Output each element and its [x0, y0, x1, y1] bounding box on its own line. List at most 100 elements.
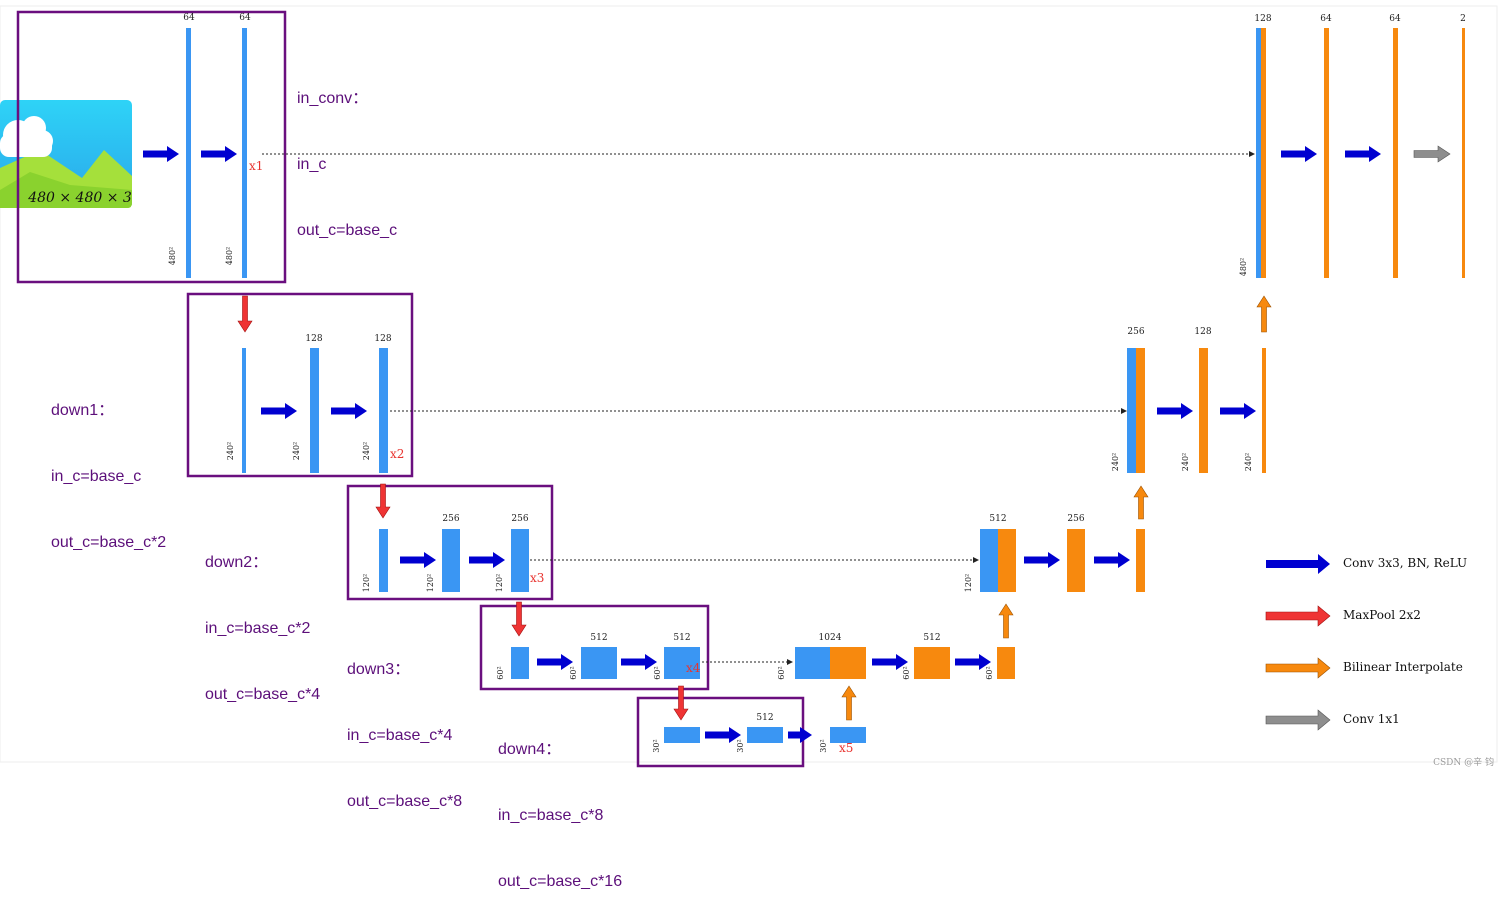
- size-label: 120²: [426, 574, 435, 592]
- input-size-caption: 480 × 480 × 3: [27, 190, 132, 206]
- conv-arrow-icon: [261, 403, 297, 419]
- legend: Conv 3x3, BN, ReLU MaxPool 2x2 Bilinear …: [1265, 554, 1467, 731]
- block-label-line: out_c=base_c*4: [205, 686, 321, 703]
- legend-label-1x1: Conv 1x1: [1343, 712, 1400, 726]
- channel-label: 128: [1254, 14, 1271, 24]
- feature-map-l3-in: [379, 529, 388, 592]
- size-label: 30²: [819, 739, 828, 752]
- canvas-frame: [0, 5, 1498, 763]
- block-label-line: out_c=base_c*16: [498, 873, 623, 890]
- channel-label: 512: [989, 514, 1006, 524]
- conv-arrow-icon: [1281, 146, 1317, 162]
- red-arrow-icon: [1265, 605, 1331, 627]
- channel-label: 512: [590, 633, 607, 643]
- size-label: 60²: [569, 666, 578, 679]
- size-label: 60²: [902, 666, 911, 679]
- channel-label: 128: [1194, 327, 1211, 337]
- size-label: 480²: [168, 247, 177, 265]
- watermark: CSDN @辛 钧: [1433, 756, 1494, 768]
- feature-map-u2-b: [1262, 348, 1266, 473]
- maxpool-arrow-icon: [237, 295, 253, 333]
- conv-arrow-icon: [621, 654, 657, 670]
- feature-map-u4-a: [914, 647, 950, 679]
- legend-label-up: Bilinear Interpolate: [1343, 660, 1463, 674]
- size-label: 120²: [495, 574, 504, 592]
- channel-label: 256: [511, 514, 528, 524]
- channel-label: 512: [923, 633, 940, 643]
- channel-label: 256: [442, 514, 459, 524]
- block-label-line: out_c=base_c: [297, 222, 398, 239]
- feature-map-l5-b: [830, 727, 866, 743]
- block-label-line: out_c=base_c*8: [347, 793, 463, 810]
- size-label: 60²: [777, 666, 786, 679]
- feature-map-l2-in: [242, 348, 246, 473]
- feature-map-u4-skip: [795, 647, 831, 679]
- conv-arrow-icon: [143, 146, 179, 162]
- feature-map-u2-a: [1199, 348, 1208, 473]
- upsample-arrow-icon: [1256, 295, 1272, 333]
- block-label-line: down2：: [205, 554, 269, 571]
- block-label-line: in_c=base_c*2: [205, 620, 311, 637]
- block-box-in-conv: [16, 10, 287, 284]
- feature-map-l5-in: [664, 727, 700, 743]
- orange-arrow-icon: [1265, 657, 1331, 679]
- feature-map-l5-a: [747, 727, 783, 743]
- blue-arrow-icon: [1266, 554, 1330, 574]
- feature-map-u1-skip: [1256, 28, 1261, 278]
- size-label: 240²: [1244, 453, 1253, 471]
- block-label-line: in_c: [297, 156, 327, 173]
- feature-map-l2-b: [379, 348, 388, 473]
- legend-label-pool: MaxPool 2x2: [1343, 608, 1421, 622]
- block-label-down1: down1： in_c=base_c out_c=base_c*2: [51, 356, 166, 576]
- legend-label-conv: Conv 3x3, BN, ReLU: [1343, 556, 1467, 570]
- block-label-down3: down3： in_c=base_c*4 out_c=base_c*8: [347, 615, 462, 835]
- block-label-line: down3：: [347, 661, 411, 678]
- channel-label: 2: [1460, 14, 1466, 24]
- channel-label: 512: [673, 633, 690, 643]
- size-label: 240²: [1181, 453, 1190, 471]
- conv-arrow-icon: [1024, 552, 1060, 568]
- size-label: 120²: [362, 574, 371, 592]
- size-label: 240²: [1111, 453, 1120, 471]
- channel-label: 128: [374, 334, 391, 344]
- channel-label: 512: [756, 713, 773, 723]
- feature-map-l2-a: [310, 348, 319, 473]
- skip-mark-x1: x1: [249, 159, 263, 173]
- gray-arrow-icon: [1265, 709, 1331, 731]
- conv-arrow-icon: [1220, 403, 1256, 419]
- feature-map-u2-up: [1136, 348, 1145, 473]
- input-image: 480 × 480 × 3: [0, 100, 132, 208]
- maxpool-arrow-icon: [375, 483, 391, 519]
- conv-arrow-icon: [331, 403, 367, 419]
- feature-map-u4-b: [997, 647, 1015, 679]
- size-label: 30²: [736, 739, 745, 752]
- conv-arrow-icon: [955, 654, 991, 670]
- skip-mark-x4: x4: [686, 661, 701, 675]
- feature-map-u3-up: [998, 529, 1016, 592]
- feature-map-u3-a: [1067, 529, 1085, 592]
- upsample-arrow-icon: [998, 603, 1014, 639]
- skip-mark-x5: x5: [839, 741, 853, 755]
- conv-arrow-icon: [400, 552, 436, 568]
- feature-map-u1-a: [1324, 28, 1329, 278]
- skip-mark-x3: x3: [530, 571, 544, 585]
- size-label: 120²: [964, 574, 973, 592]
- conv-arrow-icon: [788, 727, 812, 743]
- channel-label: 64: [183, 13, 195, 23]
- block-label-line: down4：: [498, 741, 562, 758]
- size-label: 480²: [1239, 258, 1248, 276]
- conv-arrow-icon: [537, 654, 573, 670]
- conv1x1-arrow-icon: [1413, 145, 1451, 163]
- block-label-line: in_c=base_c*8: [498, 807, 604, 824]
- size-label: 240²: [292, 442, 301, 460]
- feature-map-l3-a: [442, 529, 460, 592]
- feature-map-u2-skip: [1127, 348, 1136, 473]
- size-label: 60²: [653, 666, 662, 679]
- feature-map-l3-b: [511, 529, 529, 592]
- channel-label: 64: [239, 13, 251, 23]
- conv-arrow-icon: [201, 146, 237, 162]
- channel-label: 64: [1389, 14, 1401, 24]
- block-label-in-conv: in_conv： in_c out_c=base_c: [297, 44, 397, 264]
- feature-map-l4-b: [664, 647, 700, 679]
- size-label: 30²: [652, 739, 661, 752]
